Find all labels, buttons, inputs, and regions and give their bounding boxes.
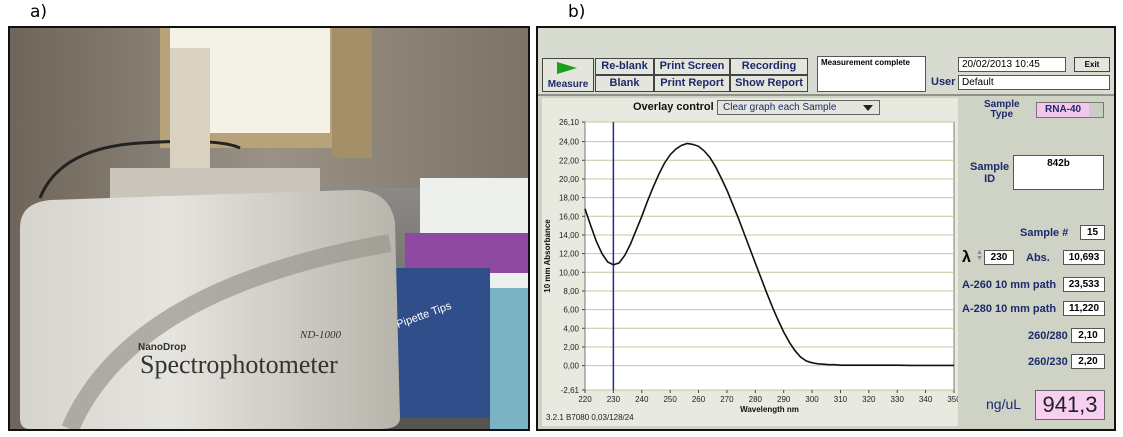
a260-field: 23,533 (1063, 277, 1105, 292)
sample-id-field[interactable]: 842b (1013, 155, 1104, 190)
y-tick-label: 16,00 (559, 212, 580, 221)
a280-field: 11,220 (1063, 301, 1105, 316)
x-axis-label: Wavelength nm (740, 405, 799, 414)
x-tick-label: 250 (663, 395, 677, 404)
user-label: User (931, 76, 956, 88)
overlay-control-select[interactable]: Clear graph each Sample (717, 100, 880, 115)
x-tick-label: 310 (834, 395, 848, 404)
exit-button[interactable]: Exit (1074, 57, 1110, 72)
abs-label: Abs. (1026, 252, 1050, 264)
absorbance-curve (584, 142, 954, 367)
sample-type-label: Sample Type (984, 99, 1020, 120)
sample-type-value: RNA-40 (1045, 104, 1082, 115)
abs-field: 10,693 (1063, 250, 1105, 265)
y-tick-label: 4,00 (563, 324, 579, 333)
y-tick-label: 20,00 (559, 175, 580, 184)
dropdown-arrow-icon (863, 105, 873, 111)
brand-text: NanoDrop (138, 342, 186, 353)
sample-number-label: Sample # (1020, 227, 1069, 239)
blank-button[interactable]: Blank (595, 75, 654, 92)
y-tick-label: 14,00 (559, 231, 580, 240)
print-screen-button[interactable]: Print Screen (654, 58, 730, 75)
x-tick-label: 340 (919, 395, 933, 404)
x-tick-label: 290 (777, 395, 791, 404)
device-name-text: Spectrophotometer (140, 350, 338, 379)
power-cable (38, 139, 241, 199)
x-tick-label: 330 (891, 395, 905, 404)
model-text: ND-1000 (299, 329, 341, 341)
plot-background (584, 121, 955, 391)
datetime-field: 20/02/2013 10:45 (958, 57, 1066, 72)
y-tick-label: 12,00 (559, 250, 580, 259)
play-icon (557, 62, 577, 74)
y-tick-label: 24,00 (559, 138, 580, 147)
version-text: 3.2.1 B7080 0,03/128/24 (546, 413, 634, 422)
user-field[interactable]: Default (958, 75, 1110, 90)
sample-id-label: Sample ID (970, 161, 1010, 185)
device-swoosh (61, 234, 392, 429)
graph-area: Overlay control Clear graph each Sample … (542, 98, 958, 426)
ratio-260-280-field: 2,10 (1071, 328, 1105, 343)
ratio-260-230-field: 2,20 (1071, 354, 1105, 369)
lambda-field[interactable]: 230 (984, 250, 1014, 265)
ratio-260-230-label: 260/230 (1028, 356, 1068, 368)
toolbar: Measure Re-blank Blank Print Screen Prin… (538, 28, 1114, 96)
blue-box (490, 288, 528, 429)
device-body (20, 189, 400, 429)
spectrophotometer-photo: Pipette Tips NanoDrop ND-1000 Spectropho… (8, 26, 530, 431)
y-axis-label: 10 mm Absorbance (543, 219, 552, 293)
show-report-button[interactable]: Show Report (730, 75, 808, 92)
x-tick-label: 350 (947, 395, 958, 404)
overlay-control-label: Overlay control (633, 101, 714, 113)
y-tick-label: 26,10 (559, 118, 580, 127)
absorbance-chart: -2,61 0,00 2,00 4,00 6,00 8,00 10,00 12,00 14,00… (543, 118, 958, 414)
y-tick-label: -2,61 (561, 386, 580, 395)
panel-b-label: b) (568, 2, 586, 22)
x-tick-label: 270 (720, 395, 734, 404)
x-tick-label: 220 (578, 395, 592, 404)
status-message: Measurement complete (817, 56, 926, 92)
y-tick-label: 0,00 (563, 362, 579, 371)
measure-button[interactable]: Measure (542, 58, 594, 92)
sample-type-select[interactable]: RNA-40 (1036, 102, 1104, 118)
y-tick-label: 6,00 (563, 306, 579, 315)
y-tick-label: 22,00 (559, 156, 580, 165)
y-tick-label: 2,00 (563, 343, 579, 352)
nanodrop-software-window: Measure Re-blank Blank Print Screen Prin… (536, 26, 1116, 431)
x-tick-label: 280 (749, 395, 763, 404)
y-tick-label: 8,00 (563, 287, 579, 296)
a280-label: A-280 10 mm path (962, 303, 1057, 315)
concentration-unit-label: ng/uL (986, 396, 1022, 412)
x-tick-label: 320 (862, 395, 876, 404)
x-tick-label: 300 (805, 395, 819, 404)
a260-label: A-260 10 mm path (962, 279, 1057, 291)
overlay-control-value: Clear graph each Sample (723, 102, 837, 113)
x-tick-label: 240 (635, 395, 649, 404)
lambda-stepper-icon[interactable]: ▲ ▼ (976, 249, 983, 262)
ratio-260-280-label: 260/280 (1028, 330, 1068, 342)
panel-a-label: a) (30, 2, 48, 22)
x-tick-label: 260 (692, 395, 706, 404)
pipette-tips-rack (405, 233, 528, 273)
y-tick-label: 18,00 (559, 194, 580, 203)
reblank-button[interactable]: Re-blank (595, 58, 654, 75)
y-tick-label: 10,00 (559, 268, 580, 277)
measure-label: Measure (547, 79, 589, 90)
chevron-down-icon (1089, 103, 1103, 117)
sample-number-field[interactable]: 15 (1080, 225, 1105, 240)
recording-button[interactable]: Recording (730, 58, 808, 75)
x-tick-label: 230 (607, 395, 621, 404)
lambda-symbol: λ (962, 249, 971, 266)
concentration-value: 941,3 (1035, 390, 1105, 420)
print-report-button[interactable]: Print Report (654, 75, 730, 92)
